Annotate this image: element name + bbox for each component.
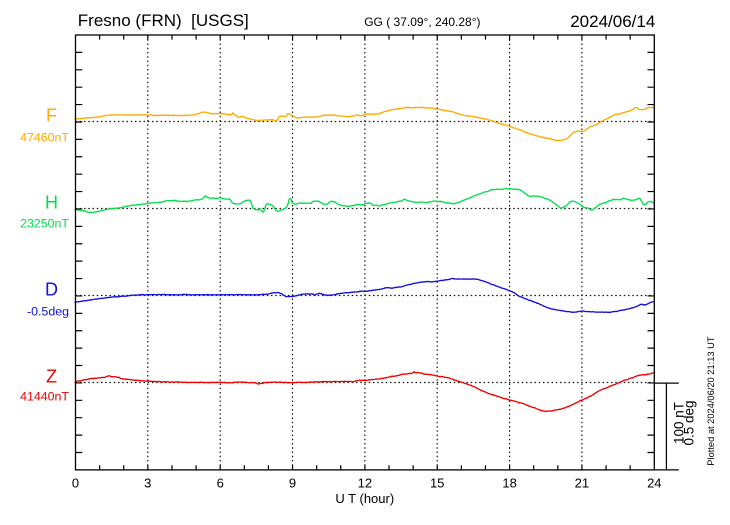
svg-text:6: 6 xyxy=(217,475,224,490)
svg-text:15: 15 xyxy=(430,475,444,490)
svg-text:0: 0 xyxy=(72,475,79,490)
svg-text:24: 24 xyxy=(647,475,661,490)
svg-text:12: 12 xyxy=(358,475,372,490)
svg-text:F: F xyxy=(46,106,57,126)
svg-text:H: H xyxy=(45,193,58,213)
svg-text:41440nT: 41440nT xyxy=(20,390,69,404)
svg-text:0.5 deg: 0.5 deg xyxy=(682,400,697,445)
svg-text:9: 9 xyxy=(289,475,296,490)
svg-text:U T (hour): U T (hour) xyxy=(335,491,394,506)
svg-text:Z: Z xyxy=(46,367,57,387)
svg-text:Fresno (FRN) [USGS]: Fresno (FRN) [USGS] xyxy=(78,11,249,30)
svg-text:Plotted at 2024/06/20 21:13 UT: Plotted at 2024/06/20 21:13 UT xyxy=(706,336,716,466)
svg-text:47460nT: 47460nT xyxy=(20,131,69,145)
svg-text:2024/06/14: 2024/06/14 xyxy=(570,12,655,31)
svg-text:GG ( 37.09°, 240.28°): GG ( 37.09°, 240.28°) xyxy=(364,15,480,29)
svg-text:23250nT: 23250nT xyxy=(20,217,69,231)
svg-text:18: 18 xyxy=(502,475,516,490)
svg-text:-0.5deg: -0.5deg xyxy=(27,305,69,319)
svg-text:100 nT: 100 nT xyxy=(671,402,686,444)
svg-text:21: 21 xyxy=(575,475,589,490)
svg-text:3: 3 xyxy=(144,475,151,490)
svg-text:D: D xyxy=(45,280,58,300)
